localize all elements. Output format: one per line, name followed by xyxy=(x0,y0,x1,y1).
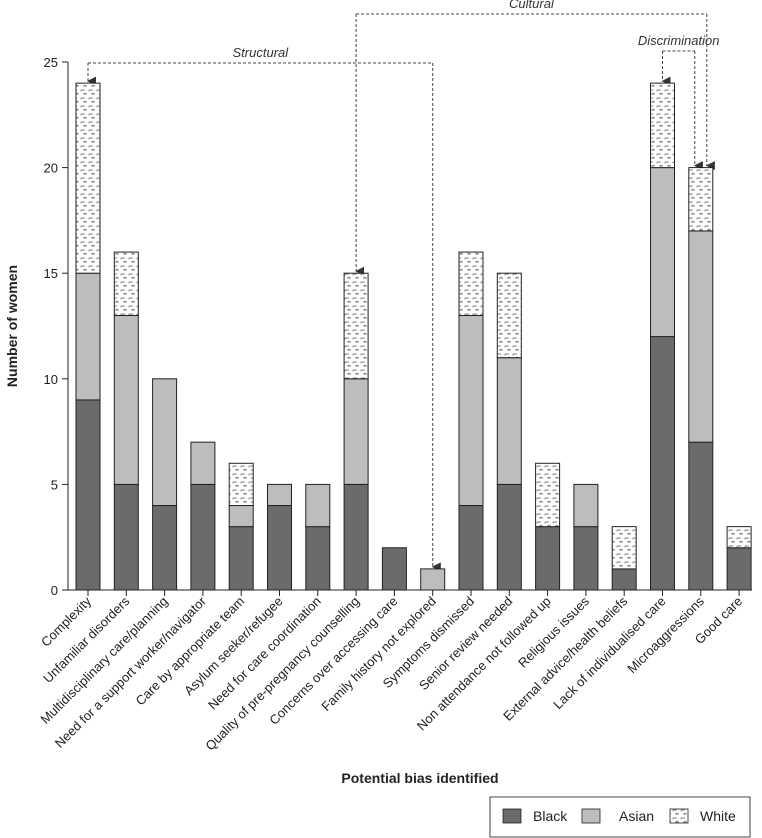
legend-label-asian: Asian xyxy=(619,808,654,824)
bar-unfamiliar-disorders-white xyxy=(113,251,139,316)
bar-external-advice-health-beliefs-black xyxy=(611,568,637,591)
bar-lack-of-individualised-care-asian xyxy=(650,167,675,338)
annotation-label-discrimination: Discrimination xyxy=(638,33,720,48)
bar-unfamiliar-disorders-black xyxy=(113,483,139,591)
bar-good-care-white xyxy=(726,526,752,549)
ticks: 0 5 10 15 20 25 xyxy=(44,55,740,598)
y-axis-title: Number of women xyxy=(4,265,20,387)
bar-unfamiliar-disorders-asian xyxy=(113,314,139,485)
legend-box xyxy=(489,796,751,838)
bar-asylum-seeker-refugee-black xyxy=(267,505,292,591)
bar-need-for-care-coordination-black xyxy=(305,526,331,591)
bar-lack-of-individualised-care-white xyxy=(650,82,675,169)
y-tick-label-5: 5 xyxy=(51,477,58,492)
bar-senior-review-needed-black xyxy=(496,483,522,591)
annotation-label-structural: Structural xyxy=(233,45,290,60)
bar-microaggressions-asian xyxy=(688,230,714,443)
y-tick-label-20: 20 xyxy=(44,161,58,176)
legend-label-white: White xyxy=(700,808,736,824)
bar-external-advice-health-beliefs-white xyxy=(611,526,637,570)
bar-lack-of-individualised-care-black xyxy=(650,336,675,591)
y-tick-label-25: 25 xyxy=(44,55,58,70)
bars xyxy=(75,82,752,591)
bar-non-attendance-not-followed-up-white xyxy=(535,462,561,528)
annotations: Structural Cultural Discrimination xyxy=(87,0,720,572)
bar-symptoms-dismissed-asian xyxy=(458,314,484,507)
bar-religious-issues-asian xyxy=(573,483,599,528)
bar-religious-issues-black xyxy=(573,526,599,591)
bar-quality-of-pre-pregnancy-counselling-white xyxy=(343,272,369,380)
bar-symptoms-dismissed-white xyxy=(458,251,484,316)
bar-complexity-white xyxy=(75,82,101,274)
bar-complexity-asian xyxy=(75,272,101,401)
bar-care-by-appropriate-team-black xyxy=(228,526,254,591)
bar-senior-review-needed-white xyxy=(496,272,522,359)
legend: Black Asian White xyxy=(489,796,751,838)
axes xyxy=(67,62,752,591)
legend-swatch-asian xyxy=(581,808,601,824)
bar-complexity-black xyxy=(75,399,101,591)
bar-family-history-not-explored-asian xyxy=(420,568,446,591)
bar-symptoms-dismissed-black xyxy=(458,505,484,591)
bar-good-care-black xyxy=(726,547,752,591)
bar-care-by-appropriate-team-white xyxy=(228,462,254,507)
bar-concerns-over-accessing-care-black xyxy=(381,547,407,591)
bar-quality-of-pre-pregnancy-counselling-asian xyxy=(343,378,369,485)
bar-non-attendance-not-followed-up-black xyxy=(535,526,561,591)
bar-need-for-a-support-worker-navigator-asian xyxy=(190,441,216,485)
annotation-label-cultural: Cultural xyxy=(509,0,555,11)
bar-asylum-seeker-refugee-asian xyxy=(267,483,292,507)
bar-senior-review-needed-asian xyxy=(496,357,522,485)
legend-swatch-black xyxy=(502,808,522,824)
bar-microaggressions-black xyxy=(688,441,714,591)
x-axis-title: Potential bias identified xyxy=(341,770,498,786)
bar-microaggressions-white xyxy=(688,167,714,232)
bar-multidisciplinary-care-planning-asian xyxy=(152,378,178,507)
legend-label-black: Black xyxy=(533,808,568,824)
bar-multidisciplinary-care-planning-black xyxy=(152,505,178,591)
y-tick-label-0: 0 xyxy=(51,583,58,598)
legend-swatch-white xyxy=(669,808,689,824)
bar-need-for-a-support-worker-navigator-black xyxy=(190,483,216,591)
y-tick-label-10: 10 xyxy=(44,372,58,387)
bar-quality-of-pre-pregnancy-counselling-black xyxy=(343,483,369,591)
y-tick-label-15: 15 xyxy=(44,266,58,281)
bar-care-by-appropriate-team-asian xyxy=(228,505,254,528)
bar-need-for-care-coordination-asian xyxy=(305,483,331,528)
